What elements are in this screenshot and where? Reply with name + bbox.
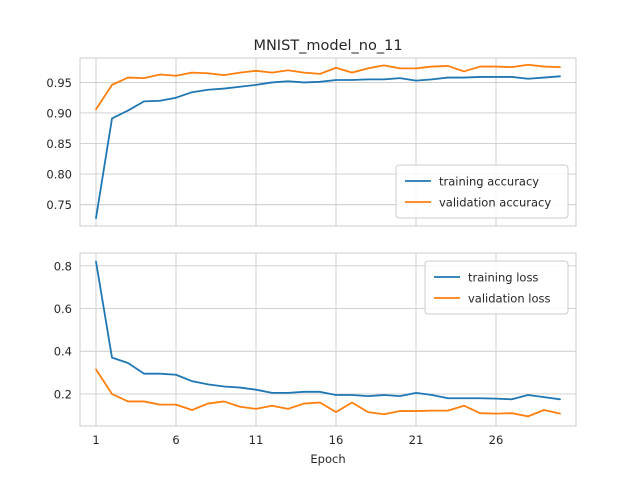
x-tick-label: 1	[92, 433, 99, 447]
legend-label: validation accuracy	[439, 196, 551, 210]
y-tick-label: 0.8	[54, 259, 72, 273]
series-line-validation-loss	[95, 368, 561, 418]
y-tick-label: 0.90	[46, 106, 72, 120]
y-tick-label: 0.2	[54, 387, 72, 401]
y-tick-label: 0.75	[46, 198, 72, 212]
x-tick-label: 11	[249, 433, 264, 447]
legend-box	[424, 260, 569, 315]
plot-frame	[79, 252, 577, 427]
x-tick-label: 16	[329, 433, 344, 447]
plot-frame	[79, 57, 577, 227]
y-tick-label: 0.95	[46, 76, 72, 90]
legend-box	[395, 164, 569, 219]
series-line-training-loss	[95, 260, 561, 401]
x-tick-label: 6	[172, 433, 179, 447]
accuracy-panel: 0.75 0.80 0.85 0.90 0.95 training accuracy val…	[46, 57, 577, 227]
legend: training accuracy validation accuracy	[395, 164, 569, 219]
y-tick-label: 0.85	[46, 137, 72, 151]
series-line-validation-accuracy	[95, 63, 561, 111]
legend: training loss validation loss	[424, 260, 569, 315]
y-tick-label: 0.4	[54, 345, 72, 359]
y-tick-label: 0.6	[54, 302, 72, 316]
series-line-training-accuracy	[95, 75, 561, 219]
x-axis-label: Epoch	[310, 452, 345, 466]
y-tick-label: 0.80	[46, 168, 72, 182]
legend-label: validation loss	[468, 292, 551, 306]
chart-title: MNIST_model_no_11	[253, 38, 402, 54]
legend-label: training loss	[468, 271, 538, 285]
x-tick-label: 26	[489, 433, 504, 447]
x-tick-label: 21	[409, 433, 424, 447]
legend-label: training accuracy	[439, 175, 539, 189]
